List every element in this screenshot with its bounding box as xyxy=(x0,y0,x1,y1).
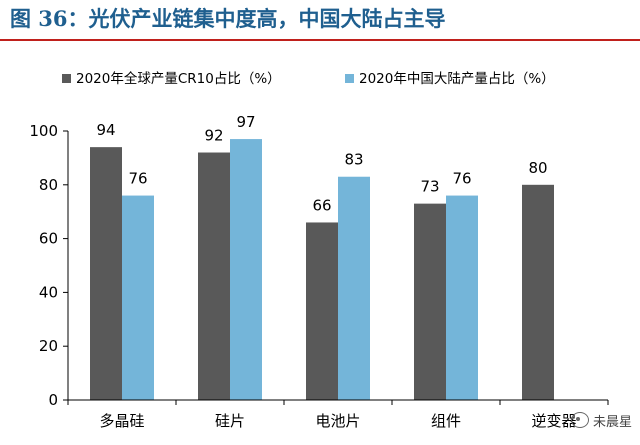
watermark: 未晨星 xyxy=(570,409,632,431)
data-label: 92 xyxy=(204,127,223,145)
x-tick-label: 电池片 xyxy=(315,412,360,430)
legend-swatch-2 xyxy=(345,74,354,83)
legend-label-2: 2020年中国大陆产量占比（%） xyxy=(359,71,555,87)
y-tick-label: 20 xyxy=(39,337,58,355)
bar-series2-1 xyxy=(122,195,154,400)
y-tick-label: 0 xyxy=(48,391,58,409)
y-tick-label: 80 xyxy=(39,176,58,194)
x-axis: 多晶硅 硅片 电池片 组件 逆变器 xyxy=(67,399,609,430)
bar-series1-3 xyxy=(306,222,338,400)
title-divider xyxy=(0,39,640,41)
bar-series1-4 xyxy=(414,203,446,400)
x-tick-label: 组件 xyxy=(431,412,461,430)
y-tick-label: 60 xyxy=(39,230,58,248)
y-tick-label: 40 xyxy=(39,283,58,301)
data-label: 97 xyxy=(236,113,255,131)
bar-series1-1 xyxy=(90,147,122,400)
bar-series1-5 xyxy=(522,184,554,400)
y-tick-label: 100 xyxy=(29,122,58,140)
data-label: 66 xyxy=(312,196,331,214)
wechat-icon xyxy=(570,412,589,428)
bar-series2-2 xyxy=(230,139,262,400)
x-tick-label: 多晶硅 xyxy=(99,412,144,430)
x-tick-label: 逆变器 xyxy=(531,412,576,430)
legend-label-1: 2020年全球产量CR10占比（%） xyxy=(76,70,281,87)
bar-series2-3 xyxy=(338,176,370,400)
bar-series2-4 xyxy=(446,195,478,400)
bar-series1-2 xyxy=(198,152,230,400)
y-axis: 0 20 40 60 80 100 xyxy=(29,122,69,409)
bars: 94 76 92 97 66 83 73 76 80 xyxy=(90,113,554,400)
x-tick-label: 硅片 xyxy=(215,412,245,430)
data-label: 94 xyxy=(96,121,115,139)
data-label: 73 xyxy=(420,178,439,196)
data-label: 76 xyxy=(128,170,147,188)
legend-swatch-1 xyxy=(62,74,71,83)
watermark-text: 未晨星 xyxy=(592,414,632,430)
data-label: 80 xyxy=(528,159,547,177)
data-label: 76 xyxy=(452,170,471,188)
data-label: 83 xyxy=(344,151,363,169)
page-title: 图 36：光伏产业链集中度高，中国大陆占主导 xyxy=(10,6,446,31)
chart-legend: 2020年全球产量CR10占比（%） 2020年中国大陆产量占比（%） xyxy=(62,70,555,87)
